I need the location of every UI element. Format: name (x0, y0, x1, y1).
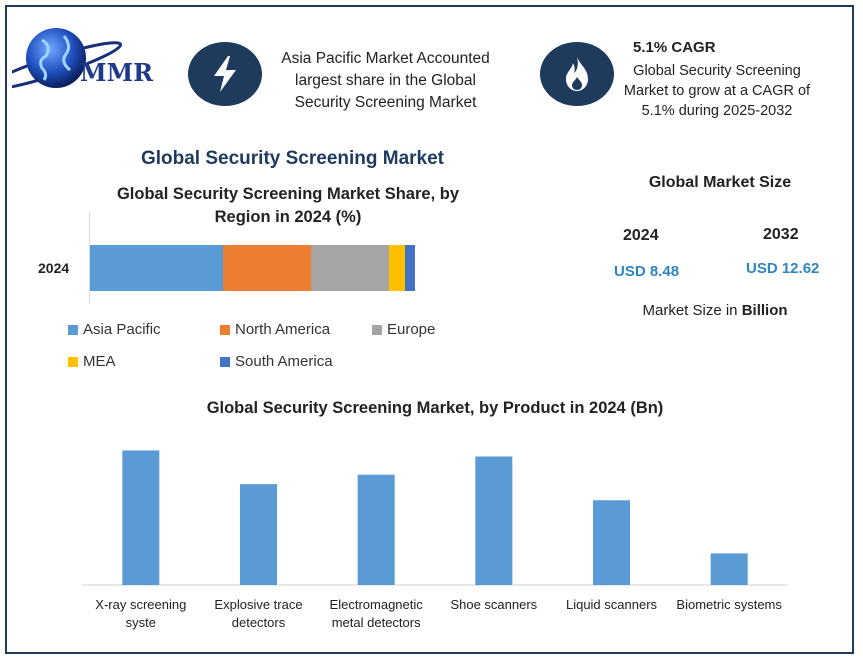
stack-segment-mea (389, 245, 406, 291)
product-category-label: Explosive trace detectors (214, 597, 303, 630)
product-chart-title: Global Security Screening Market, by Pro… (206, 399, 664, 417)
legend-north-america: North America (220, 321, 330, 338)
legend-label: North America (235, 321, 331, 338)
region-chart-category-label: 2024 (38, 260, 70, 276)
legend-swatch (220, 356, 230, 367)
cagr-text: Global Security Screening Market to grow… (623, 63, 811, 119)
market-size-note-unit: Billion (741, 302, 788, 319)
lightning-icon-circle (188, 42, 262, 106)
legend-swatch (220, 324, 230, 335)
product-category-label: X-ray screening syste (95, 597, 187, 630)
legend-south-america: South America (220, 353, 333, 370)
product-category-label: Shoe scanners (450, 597, 538, 612)
stack-segment-asia-pacific (90, 245, 224, 291)
region-chart-axis (89, 212, 90, 304)
legend-mea: MEA (68, 353, 116, 370)
market-size-value-2032: USD 12.62 (746, 260, 820, 277)
market-size-note-prefix: Market Size in (642, 302, 742, 319)
logo-text: MMR (80, 58, 154, 87)
mmr-logo: MMR (0, 26, 172, 96)
flame-icon-circle (540, 42, 614, 106)
globe-icon (0, 28, 123, 91)
highlight-asia-pacific-text: Asia Pacific Market Accounted largest sh… (281, 50, 490, 111)
region-stacked-bar (90, 245, 415, 291)
lightning-icon (214, 56, 236, 92)
legend-swatch (372, 324, 382, 335)
legend-label: Asia Pacific (83, 321, 161, 338)
market-size-unit-note: Market Size in Billion (600, 302, 830, 319)
legend-asia-pacific: Asia Pacific (68, 321, 161, 338)
legend-label: South America (235, 353, 333, 370)
stack-segment-south-america (405, 245, 415, 291)
global-market-size-title: Global Market Size (648, 174, 792, 191)
legend-swatch (68, 324, 78, 335)
legend-label: MEA (83, 353, 116, 370)
product-category-label: Electromagnetic metal detectors (329, 597, 423, 630)
stack-segment-europe (311, 245, 389, 291)
stack-segment-north-america (223, 245, 311, 291)
legend-label: Europe (387, 321, 436, 338)
market-size-value-2024: USD 8.48 (614, 263, 680, 280)
legend-europe: Europe (372, 321, 435, 338)
flame-icon (566, 57, 588, 91)
legend-swatch (68, 356, 78, 367)
market-size-year-2032: 2032 (763, 226, 799, 243)
market-size-year-2024: 2024 (623, 227, 659, 244)
infographic-frame (5, 5, 854, 654)
cagr-title: 5.1% CAGR (633, 39, 716, 56)
product-category-label: Biometric systems (676, 597, 782, 612)
page-title: Global Security Screening Market (140, 148, 445, 169)
region-share-chart-title: Global Security Screening Market Share, … (116, 185, 460, 226)
product-category-label: Liquid scanners (565, 597, 658, 612)
